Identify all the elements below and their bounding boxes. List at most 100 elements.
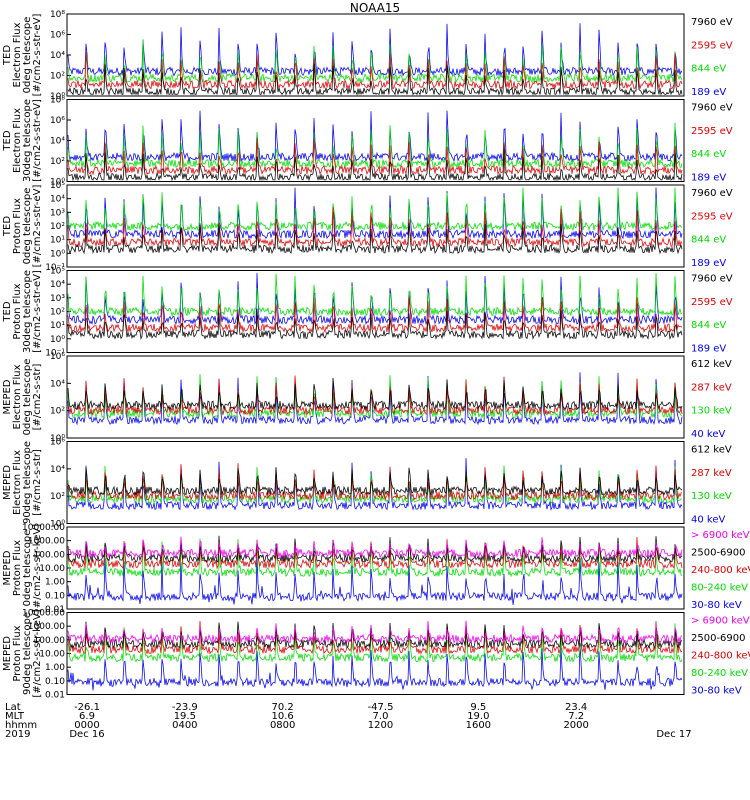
- legend-entry: 80-240 keV: [691, 583, 748, 594]
- ytick-label: 1000.00: [28, 537, 65, 547]
- ytick-label: 10⁶: [50, 116, 65, 126]
- legend-entry: 7960 eV: [691, 17, 733, 28]
- xaxis-tick-label: 2000: [563, 720, 588, 731]
- legend-entry: 287 keV: [691, 468, 732, 479]
- legend-entry: 189 eV: [691, 344, 726, 355]
- ytick-label: 10⁻¹: [45, 263, 65, 273]
- legend-entry: 40 keV: [691, 515, 725, 526]
- xaxis-tick-label: Dec 17: [656, 729, 691, 740]
- ylabel-panel-1: TEDElectron Flux0deg telescope[#/cm2-s-s…: [2, 14, 43, 97]
- xaxis-tick-label: 9.5: [470, 702, 486, 713]
- ytick-label: 10.00: [39, 564, 65, 574]
- ylabel-line: Electron Flux: [12, 22, 23, 87]
- series-trace: [67, 187, 683, 240]
- ytick-label: 10³: [50, 294, 65, 304]
- ylabel-line: 30deg telescope: [22, 270, 33, 353]
- legend-entry: 30-80 keV: [691, 600, 742, 611]
- ytick-label: 10²: [50, 72, 65, 82]
- series-trace: [67, 467, 683, 497]
- legend-entry: 130 keV: [691, 406, 732, 417]
- ylabel-panel-3: TEDProton Flux0deg telescope[#/cm2-s-str…: [2, 185, 43, 268]
- ylabel-line: Electron Flux: [12, 108, 23, 173]
- ylabel-line: 0deg telescope: [22, 530, 33, 607]
- ytick-label: 0.01: [45, 691, 65, 701]
- ylabel-line: Proton Flux: [12, 540, 23, 596]
- xaxis-tick-label: 1600: [466, 720, 491, 731]
- ytick-label: 10.00: [39, 650, 65, 660]
- xaxis-tick-label: 1200: [368, 720, 393, 731]
- ytick-label: 10⁴: [50, 465, 65, 475]
- legend-entry: 7960 eV: [691, 274, 733, 285]
- series-trace: [67, 536, 683, 559]
- ytick-label: 0.10: [45, 677, 65, 687]
- legend-entry: 2595 eV: [691, 40, 733, 51]
- legend-entry: 189 eV: [691, 87, 726, 98]
- legend-entry: 240-800 keV: [691, 565, 750, 576]
- ylabel-line: Proton Flux: [12, 198, 23, 254]
- legend-entry: 189 eV: [691, 173, 726, 184]
- ytick-label: 10²: [50, 492, 65, 502]
- ylabel-line: [#/cm2-s-str-keV]: [32, 524, 43, 612]
- ylabel-panel-6: MEPEDElectron Flux90deg telescope[#/cm2-…: [2, 441, 43, 524]
- ylabel-panel-8: MEPEDProton Flux90deg telescope[#/cm2-s-…: [2, 609, 43, 697]
- legend-entry: 844 eV: [691, 320, 726, 331]
- xaxis-tick-label: 6.9: [79, 711, 95, 722]
- legend-entry: 2500-6900: [691, 633, 746, 644]
- ytick-label: 10³: [50, 208, 65, 218]
- series-trace: [67, 110, 683, 163]
- xaxis-tick-label: 7.0: [373, 711, 389, 722]
- ytick-label: 10²: [50, 407, 65, 417]
- xaxis-tick-label: 10.6: [272, 711, 294, 722]
- legend-entry: 844 eV: [691, 149, 726, 160]
- xaxis-tick-label: Dec 16: [69, 729, 104, 740]
- legend-entry: 40 keV: [691, 429, 725, 440]
- ytick-label: 10⁴: [50, 280, 65, 290]
- ytick-label: 10⁵: [50, 181, 65, 191]
- series-trace: [67, 63, 683, 96]
- ytick-label: 10⁰: [50, 178, 65, 188]
- series-trace: [67, 623, 683, 663]
- ylabel-line: Electron Flux: [12, 450, 23, 515]
- series-trace: [67, 372, 683, 426]
- series-trace: [67, 51, 683, 90]
- legend-entry: 2595 eV: [691, 126, 733, 137]
- series-trace: [67, 463, 683, 502]
- ylabel-line: [#/cm2-s-str]: [32, 363, 43, 430]
- legend-entry: 240-800 keV: [691, 651, 750, 662]
- series-trace: [67, 273, 683, 326]
- ylabel-line: 0deg telescope: [22, 359, 33, 436]
- legend-entry: 2595 eV: [691, 297, 733, 308]
- panel-frame-6: [66, 441, 685, 524]
- legend-entry: 844 eV: [691, 64, 726, 75]
- ylabel-line: TED: [2, 216, 13, 237]
- ytick-label: 10⁰: [50, 335, 65, 345]
- xaxis-tick-label: 0800: [270, 720, 295, 731]
- ylabel-line: [#/cm2-s-str-keV]: [32, 609, 43, 697]
- ytick-label: 10000.00: [22, 523, 65, 533]
- xaxis-tick-label: -47.5: [368, 702, 394, 713]
- legend-entry: 189 eV: [691, 258, 726, 269]
- xaxis-row-label: 2019: [5, 729, 30, 740]
- ytick-label: 10¹: [50, 321, 65, 331]
- ytick-label: 10¹: [50, 236, 65, 246]
- ytick-label: 100.00: [34, 550, 66, 560]
- ylabel-line: TED: [2, 301, 13, 322]
- ylabel-line: TED: [2, 45, 13, 66]
- series-trace: [67, 308, 683, 341]
- ytick-label: 10⁰: [50, 249, 65, 259]
- ytick-label: 10⁰: [50, 520, 65, 530]
- chart-title: NOAA15: [349, 1, 401, 15]
- ylabel-line: [#/cm2-s-str]: [32, 449, 43, 516]
- ylabel-line: [#/cm2-s-str-eV]: [32, 185, 43, 268]
- ylabel-line: [#/cm2-s-str-eV]: [32, 270, 43, 353]
- ylabel-line: Electron Flux: [12, 364, 23, 429]
- ytick-label: 10⁶: [50, 31, 65, 41]
- ytick-label: 10⁴: [50, 379, 65, 389]
- ytick-label: 10²: [50, 157, 65, 167]
- xaxis-row-label: MLT: [5, 711, 25, 722]
- ytick-label: 10⁻¹: [45, 349, 65, 359]
- series-trace: [67, 535, 683, 564]
- legend-entry: > 6900 keV: [691, 530, 750, 541]
- xaxis-tick-label: 0400: [172, 720, 197, 731]
- ylabel-line: MEPED: [2, 379, 13, 414]
